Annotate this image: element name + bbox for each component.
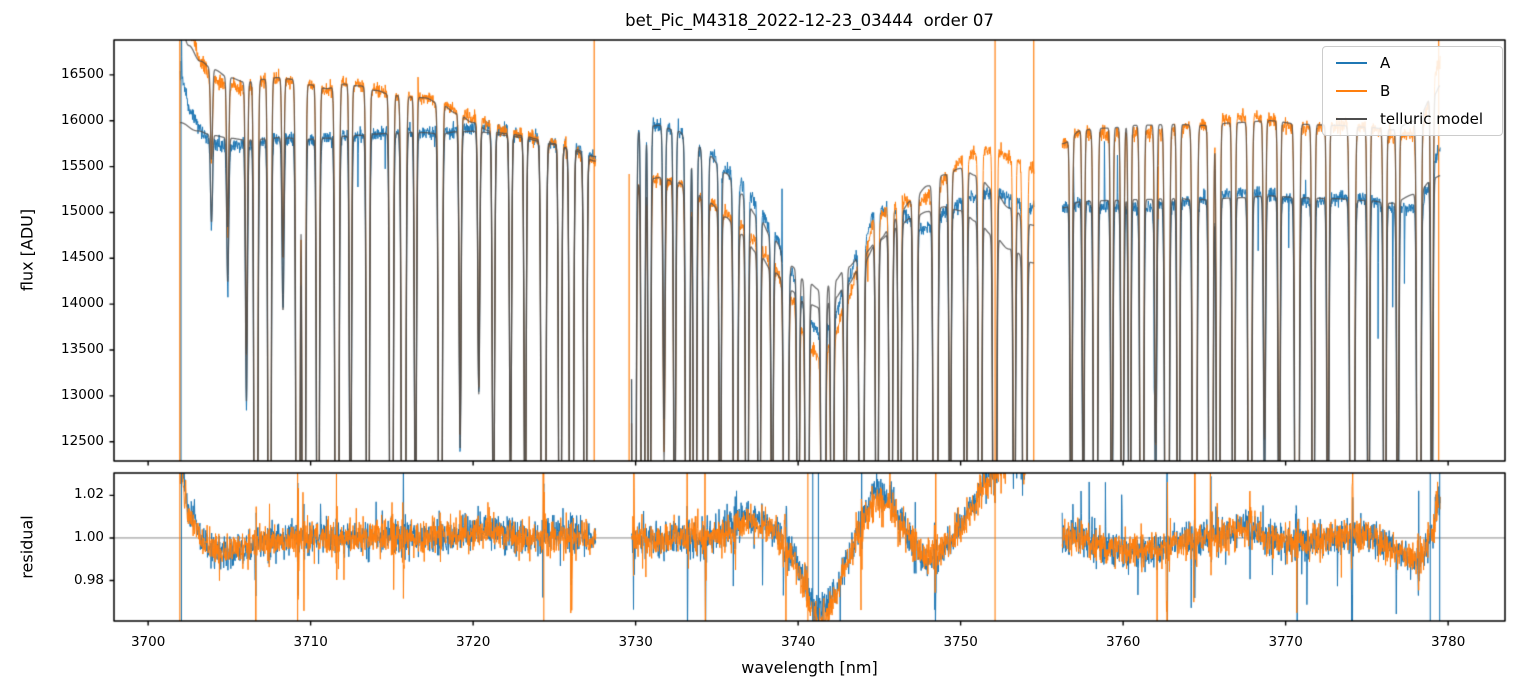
flux-tick-label: 15000: [61, 203, 104, 220]
x-tick-label: 3770: [1268, 634, 1303, 650]
wavelength-axis-label: wavelength [nm]: [741, 658, 878, 677]
figure-title: bet_Pic_M4318_2022-12-23_03444 order 07: [625, 11, 994, 30]
flux-tick-label: 12500: [61, 432, 104, 449]
residual-tick-label: 0.98: [73, 571, 104, 588]
residual-axis-label: residual: [17, 515, 37, 579]
x-tick-label: 3700: [130, 634, 166, 650]
legend-label-telluric-model: telluric model: [1380, 109, 1484, 128]
flux-tick-label: 16500: [61, 65, 104, 82]
legend-label-a: A: [1380, 53, 1391, 72]
x-tick-label: 3780: [1430, 634, 1466, 650]
flux-tick-label: 15500: [61, 157, 104, 174]
residual-tick-label: 1.02: [73, 486, 104, 503]
flux-tick-label: 14000: [61, 295, 104, 312]
residual-tick-label: 1.00: [73, 528, 104, 545]
x-tick-label: 3720: [455, 634, 491, 650]
legend-item-telluric-model: telluric model: [1323, 106, 1502, 132]
legend-swatch-a: [1336, 62, 1367, 64]
legend-label-b: B: [1380, 81, 1391, 100]
legend-item-b: B: [1323, 78, 1502, 104]
flux-tick-label: 13500: [61, 341, 104, 358]
legend: A B telluric model: [1322, 46, 1503, 136]
x-tick-label: 3740: [780, 634, 816, 650]
x-tick-label: 3710: [293, 634, 328, 650]
x-tick-label: 3760: [1105, 634, 1141, 650]
x-tick-label: 3730: [618, 634, 653, 650]
flux-tick-label: 14500: [61, 249, 104, 266]
flux-tick-label: 13000: [61, 386, 104, 403]
flux-axis-label: flux [ADU]: [17, 208, 37, 292]
flux-tick-label: 16000: [61, 111, 104, 128]
legend-swatch-telluric-model: [1336, 118, 1367, 120]
legend-swatch-b: [1336, 90, 1367, 92]
x-tick-label: 3750: [943, 634, 978, 650]
legend-item-a: A: [1323, 50, 1502, 76]
